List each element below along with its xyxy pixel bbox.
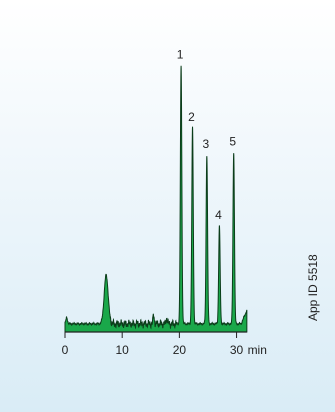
peak-label-2: 2 [188,110,195,124]
peak-label-3: 3 [202,137,209,151]
x-tick-label-10: 10 [116,343,130,357]
peak-label-4: 4 [215,208,222,222]
peak-label-5: 5 [229,134,236,148]
app-id-label: App ID 5518 [306,254,320,322]
x-tick-label-0: 0 [62,343,69,357]
x-axis: 0 10 20 30 min [62,331,267,357]
peak-label-1: 1 [177,47,184,61]
x-unit-label: min [248,343,267,357]
trace-layer [64,65,248,333]
x-tick-label-20: 20 [173,343,187,357]
x-tick-label-30: 30 [230,343,244,357]
chromatogram-trace [64,65,248,333]
